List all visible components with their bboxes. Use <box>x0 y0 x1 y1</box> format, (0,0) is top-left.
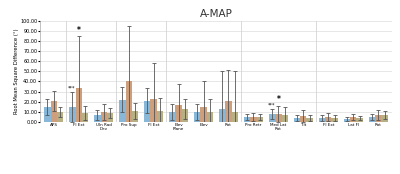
Bar <box>350 117 356 122</box>
Text: *: * <box>77 26 81 34</box>
Bar <box>82 113 88 122</box>
Bar <box>126 81 132 122</box>
Bar <box>356 118 363 122</box>
Bar <box>44 107 51 122</box>
Bar <box>169 112 176 122</box>
Bar <box>94 115 100 122</box>
Bar <box>100 112 107 122</box>
Bar <box>107 113 113 122</box>
Bar <box>144 101 150 122</box>
Bar <box>119 100 126 122</box>
Legend: PWM group, COGM group, TDC: PWM group, COGM group, TDC <box>162 172 270 174</box>
Bar <box>76 89 82 122</box>
Bar <box>369 117 375 122</box>
Bar <box>344 119 350 122</box>
Bar <box>150 99 157 122</box>
Bar <box>225 101 232 122</box>
Bar <box>182 109 188 122</box>
Title: A-MAP: A-MAP <box>200 9 232 19</box>
Text: ***: *** <box>268 103 275 108</box>
Bar <box>306 118 313 122</box>
Bar <box>51 101 57 122</box>
Bar <box>282 115 288 122</box>
Bar <box>275 114 282 122</box>
Bar <box>219 109 225 122</box>
Bar <box>232 112 238 122</box>
Bar <box>157 111 163 122</box>
Text: *: * <box>276 95 280 104</box>
Bar <box>57 112 63 122</box>
Bar <box>325 117 332 122</box>
Bar <box>207 112 213 122</box>
Bar <box>194 112 200 122</box>
Bar <box>300 116 306 122</box>
Bar <box>256 117 263 122</box>
Text: ***: *** <box>68 85 75 90</box>
Bar <box>294 118 300 122</box>
Bar <box>176 105 182 122</box>
Bar <box>200 107 207 122</box>
Bar <box>381 115 388 122</box>
Bar <box>319 118 325 122</box>
Bar <box>269 114 275 122</box>
Bar <box>244 117 250 122</box>
Bar <box>250 117 256 122</box>
Bar <box>132 111 138 122</box>
Bar <box>69 107 76 122</box>
Bar <box>332 118 338 122</box>
Bar <box>375 115 381 122</box>
Y-axis label: Root Mean Square Difference (°): Root Mean Square Difference (°) <box>14 29 19 114</box>
